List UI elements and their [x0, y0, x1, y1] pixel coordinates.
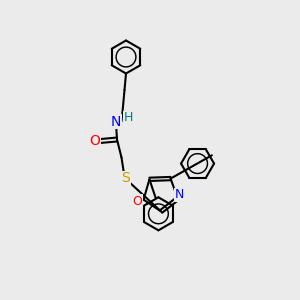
- Text: H: H: [123, 111, 133, 124]
- Text: O: O: [90, 134, 101, 148]
- Text: N: N: [175, 188, 184, 201]
- Text: S: S: [122, 172, 130, 185]
- Text: O: O: [132, 195, 142, 208]
- Text: N: N: [111, 115, 121, 128]
